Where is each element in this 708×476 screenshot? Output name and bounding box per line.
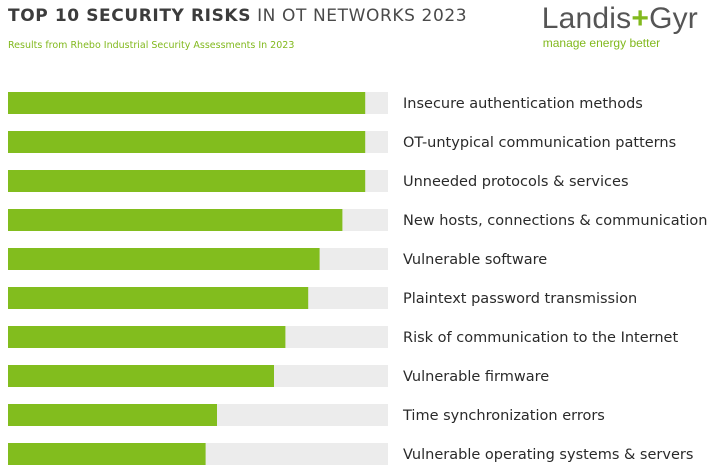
page-subtitle: Results from Rhebo Industrial Security A…: [8, 40, 295, 51]
bar-time-synchronization-errors: [8, 404, 217, 426]
bar-vulnerable-software: [8, 248, 320, 270]
logo-tagline: manage energy better: [542, 36, 661, 50]
bar-label-unneeded-protocols-services: Unneeded protocols & services: [403, 174, 629, 190]
landis-gyr-logo: Landis+Gyr manage energy better: [542, 4, 698, 51]
logo-plus: +: [631, 2, 650, 35]
bar-new-hosts-connections-communication: [8, 209, 343, 231]
bar-vulnerable-operating-systems-servers: [8, 443, 206, 465]
bar-risk-of-communication-to-the-internet: [8, 326, 286, 348]
bar-ot-untypical-communication-patterns: [8, 131, 366, 153]
bar-vulnerable-firmware: [8, 365, 274, 387]
bar-unneeded-protocols-services: [8, 170, 366, 192]
logo-wordmark: Landis+Gyr: [542, 4, 698, 34]
bar-label-plaintext-password-transmission: Plaintext password transmission: [403, 291, 637, 307]
bar-label-risk-of-communication-to-the-internet: Risk of communication to the Internet: [403, 330, 678, 346]
bar-label-vulnerable-software: Vulnerable software: [403, 252, 547, 268]
title-rest: IN OT NETWORKS 2023: [251, 6, 468, 26]
bar-insecure-authentication-methods: [8, 92, 366, 114]
bar-label-insecure-authentication-methods: Insecure authentication methods: [403, 96, 643, 112]
logo-name-left: Landis: [541, 2, 632, 35]
bar-group: Insecure authentication methods OT-untypi…: [8, 92, 707, 465]
page-title: TOP 10 SECURITY RISKS IN OT NETWORKS 202…: [8, 6, 467, 26]
bar-label-time-synchronization-errors: Time synchronization errors: [402, 408, 605, 424]
logo-name-right: Gyr: [649, 2, 698, 35]
bar-label-vulnerable-operating-systems-servers: Vulnerable operating systems & servers: [403, 447, 693, 463]
bar-plaintext-password-transmission: [8, 287, 309, 309]
bar-label-vulnerable-firmware: Vulnerable firmware: [403, 369, 549, 385]
title-bold: TOP 10 SECURITY RISKS: [8, 6, 252, 26]
bar-label-ot-untypical-communication-patterns: OT-untypical communication patterns: [403, 135, 676, 151]
bar-label-new-hosts-connections-communication: New hosts, connections & communication: [403, 213, 707, 229]
